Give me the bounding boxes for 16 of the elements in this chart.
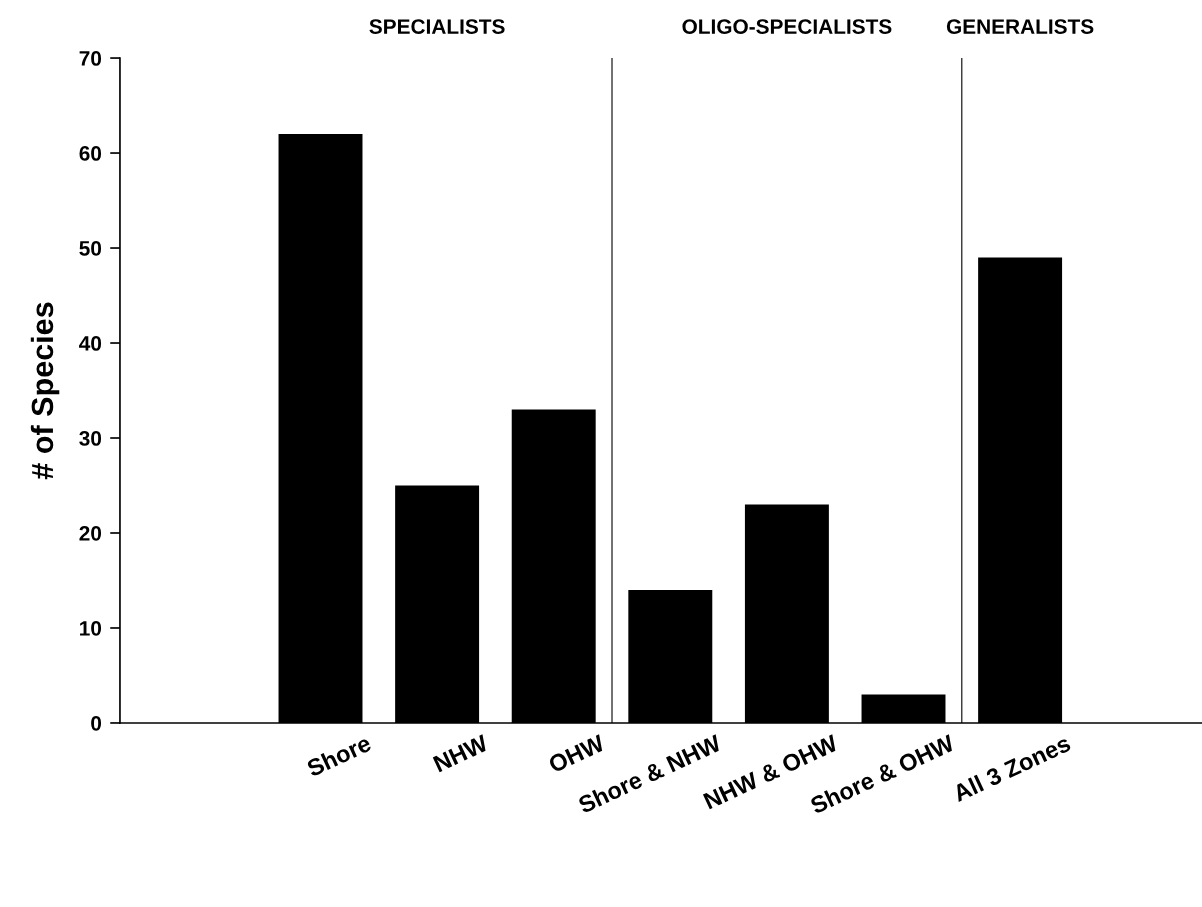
y-axis-title: # of Species <box>30 302 60 480</box>
y-tick-label: 70 <box>79 51 102 66</box>
y-tick-label: 10 <box>80 620 102 636</box>
x-tick-label: All 3 Zones <box>951 733 1072 803</box>
text: OLIGO-SPECIALISTS <box>682 19 892 34</box>
y-tick-label: 30 <box>79 431 102 446</box>
y-tick-label: 50 <box>79 241 102 256</box>
x-tick-label: OHW <box>547 734 607 774</box>
text: GENERALISTS <box>946 19 1094 34</box>
y-tick-label: 0 <box>91 715 102 731</box>
x-tick-label: Shore <box>305 733 373 778</box>
y-tick-label: 60 <box>79 146 102 161</box>
x-tick-label: NHW <box>432 734 490 773</box>
text: SPECIALISTS <box>369 19 505 34</box>
y-tick-label: 40 <box>79 336 102 351</box>
y-tick-label: 20 <box>79 525 102 541</box>
